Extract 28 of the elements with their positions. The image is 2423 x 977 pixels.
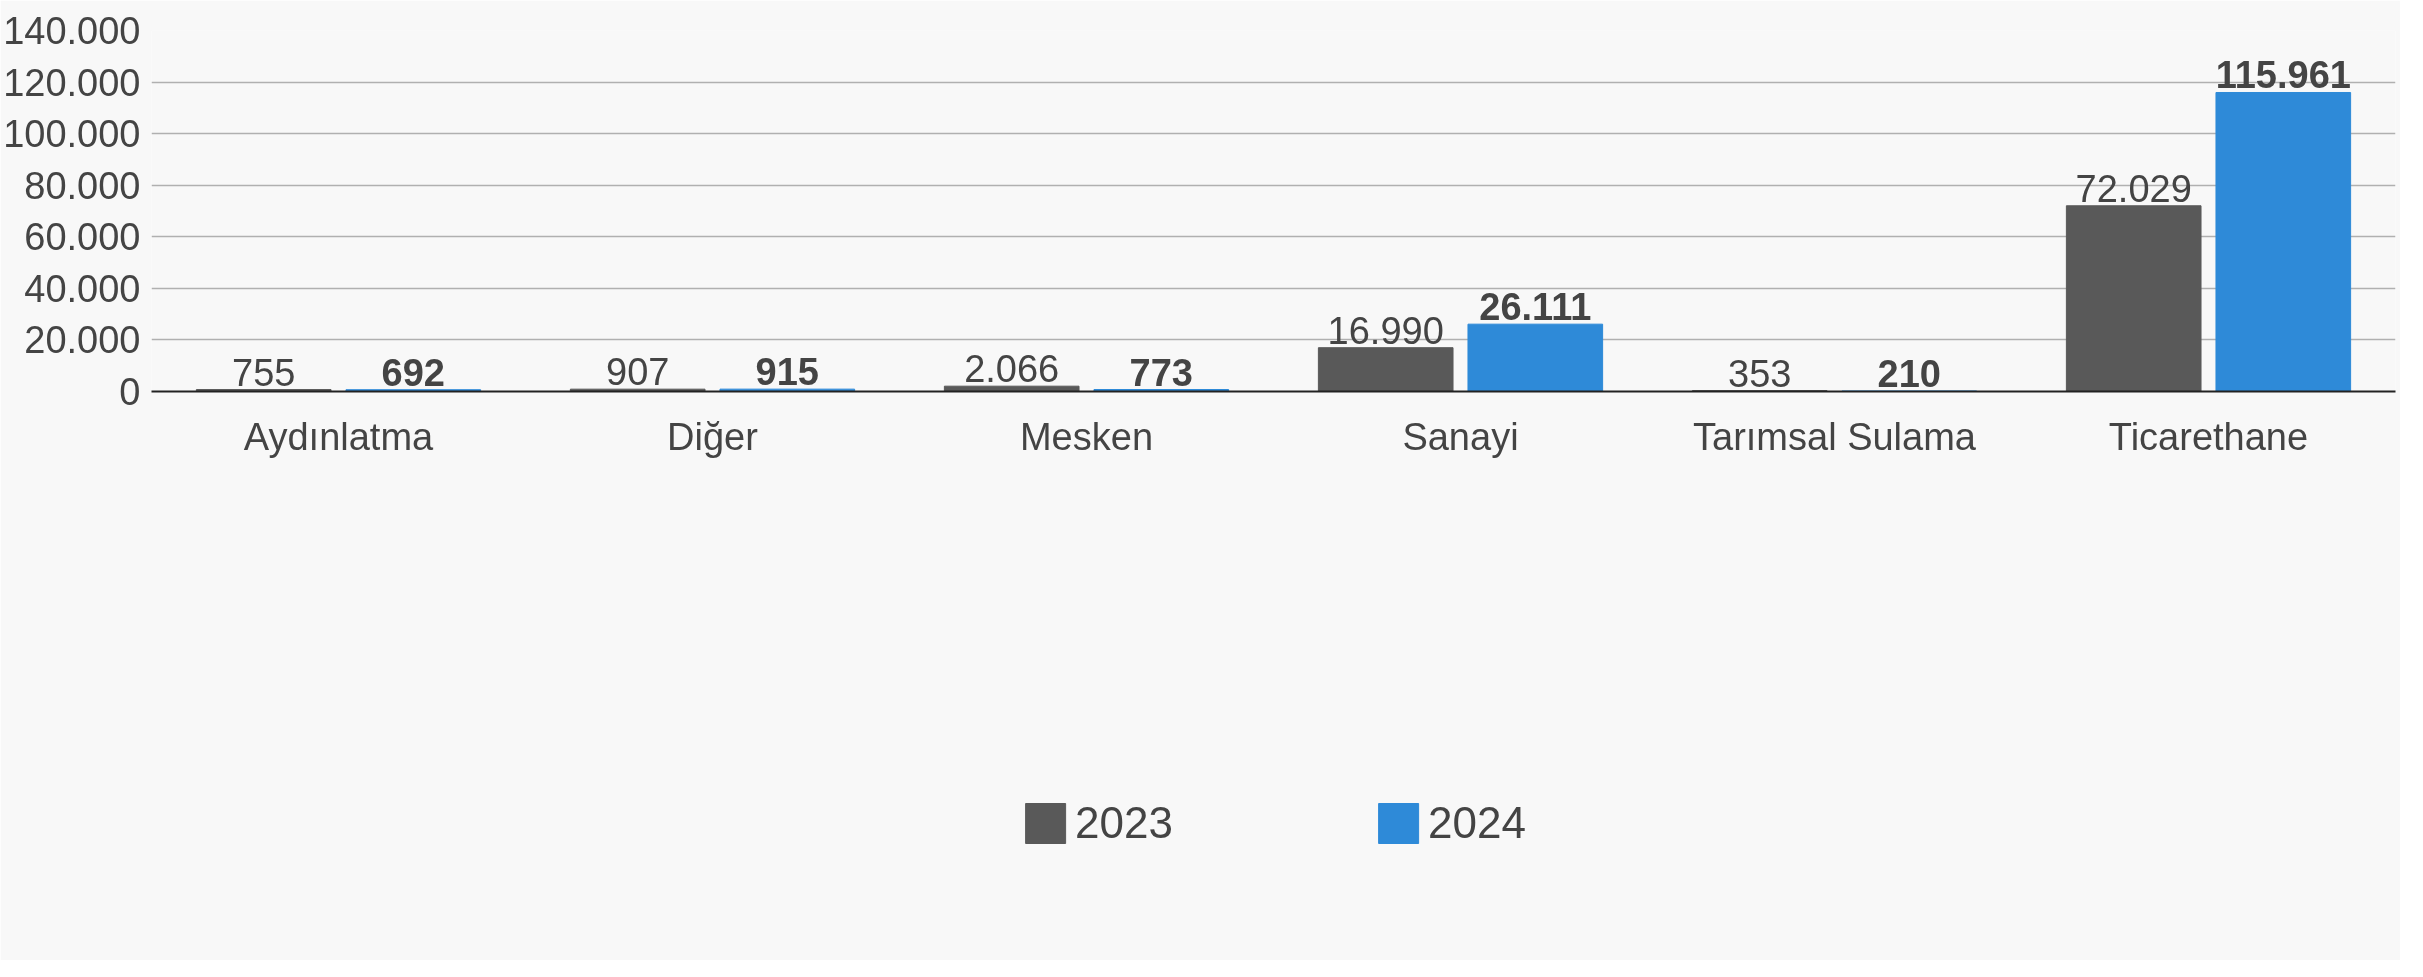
y-tick-label: 0 (119, 371, 141, 413)
x-tick-label: Aydınlatma (243, 415, 435, 458)
y-tick-label: 80.000 (24, 164, 141, 207)
legend-label: 2024 (1428, 797, 1526, 848)
data-label: 210 (1877, 352, 1942, 395)
x-tick-label: Mesken (1019, 415, 1154, 458)
legend-label: 2023 (1075, 797, 1173, 848)
y-tick-label: 140.000 (3, 10, 141, 52)
y-tick-label: 40.000 (24, 267, 141, 310)
y-tick-label: 120.000 (3, 61, 141, 104)
data-label: 16.990 (1327, 309, 1444, 352)
data-label: 692 (381, 351, 446, 394)
x-tick-label: Diğer (667, 415, 759, 458)
data-label: 353 (1728, 352, 1792, 395)
data-label: 755 (232, 351, 296, 394)
data-label: 115.961 (2215, 54, 2351, 97)
y-tick-label: 60.000 (24, 216, 141, 259)
data-label: 2.066 (964, 348, 1060, 391)
data-label: 773 (1129, 351, 1194, 394)
x-tick-label: Sanayi (1402, 415, 1519, 458)
data-label: 907 (606, 351, 670, 394)
y-tick-label: 20.000 (24, 319, 141, 362)
data-label: 915 (755, 351, 820, 394)
data-label: 72.029 (2075, 167, 2192, 210)
x-tick-label: Ticarethane (2108, 415, 2309, 458)
data-label: 26.111 (1479, 286, 1592, 329)
x-tick-label: Tarımsal Sulama (1693, 415, 1977, 458)
y-tick-label: 100.000 (3, 113, 141, 156)
